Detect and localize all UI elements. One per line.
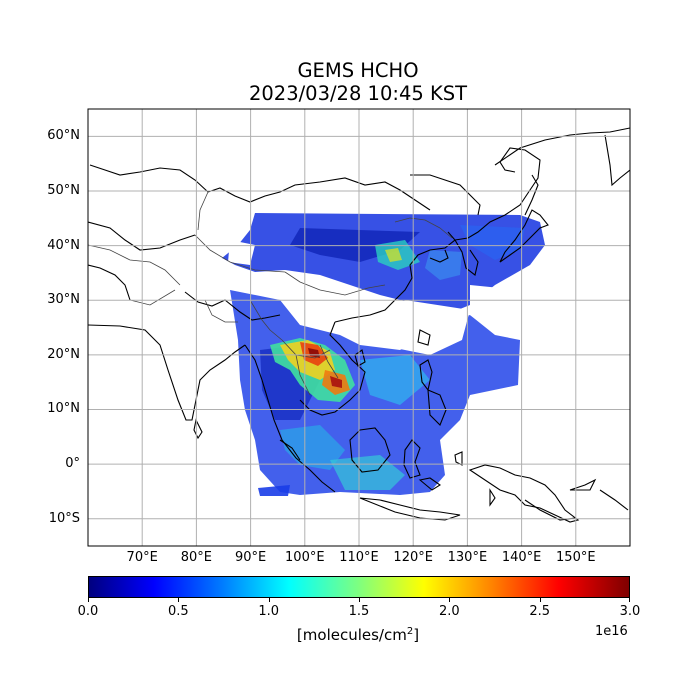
colorbar-tick-label: 3.0 <box>619 604 641 619</box>
lon-label: 130°E <box>447 550 488 565</box>
lon-label: 140°E <box>501 550 542 565</box>
colorbar-tick-label: 1.0 <box>258 604 279 619</box>
colorbar-tickmark <box>268 598 270 602</box>
colorbar-tickmark <box>178 598 180 602</box>
map-frame <box>87 108 631 547</box>
colorbar-tickmark <box>88 598 89 602</box>
lat-label: 60°N <box>47 128 80 144</box>
lat-label: 10°S <box>48 510 80 526</box>
lon-label: 80°E <box>180 550 213 565</box>
colorbar-tick-label: 0.0 <box>77 604 99 619</box>
lon-label: 70°E <box>126 550 158 565</box>
lon-label: 90°E <box>234 550 267 565</box>
colorbar-tickmark <box>539 598 541 602</box>
lon-label: 110°E <box>339 550 379 565</box>
gridlines <box>88 109 630 546</box>
colorbar-tickmark <box>359 598 360 602</box>
colorbar-tickmark <box>629 598 630 602</box>
map-subtitle: 2023/03/28 10:45 KST <box>248 82 468 105</box>
lat-label: 10°N <box>47 401 80 417</box>
colorbar-tick-label: 2.0 <box>438 604 460 619</box>
lat-label: 50°N <box>47 182 80 198</box>
colorbar <box>88 576 630 598</box>
colorbar-tickmark <box>449 598 451 602</box>
lon-label: 100°E <box>285 550 325 565</box>
lon-label: 150°E <box>556 550 596 565</box>
hcho-hotspot <box>270 338 355 402</box>
lat-label: 30°N <box>47 292 80 308</box>
hcho-field-south <box>230 290 520 496</box>
colorbar-tick-label: 0.5 <box>167 604 189 619</box>
colorbar-tick-label: 2.5 <box>529 604 550 619</box>
colorbar-label: [molecules/cm2] <box>296 626 420 644</box>
lat-label: 20°N <box>47 346 80 362</box>
colorbar-tick-label: 1.5 <box>348 604 370 619</box>
data-gaps <box>228 240 520 355</box>
lat-label: 40°N <box>47 237 80 253</box>
lat-label: 0° <box>65 456 80 472</box>
map-title: GEMS HCHO <box>297 59 419 82</box>
colorbar-exponent: 1e16 <box>595 624 628 639</box>
lon-label: 120°E <box>393 550 433 565</box>
